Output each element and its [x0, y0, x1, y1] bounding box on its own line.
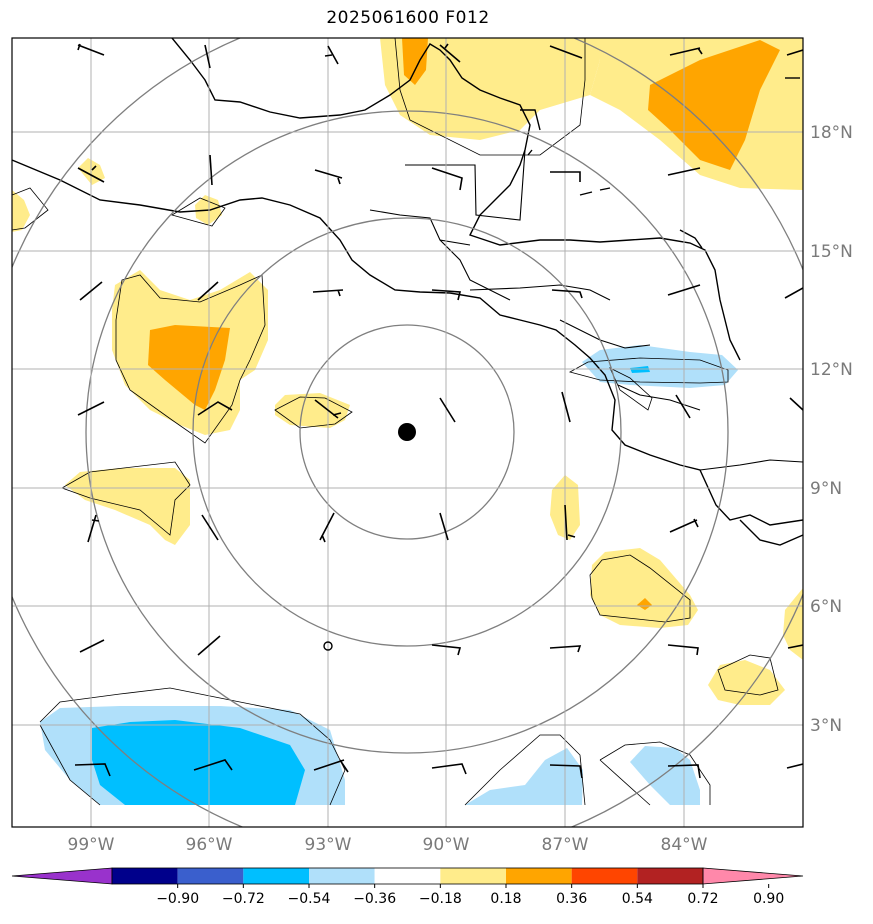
lat-labels: 18°N 15°N 12°N 9°N 6°N 3°N	[810, 123, 853, 736]
field-lightblue-southeast	[630, 746, 700, 805]
range-ring-2	[192, 217, 622, 647]
field-orange-north	[402, 38, 428, 85]
colorbar-tick-label: −0.72	[222, 891, 265, 907]
colorbar-tick-label: −0.54	[288, 891, 331, 907]
colorbar-segment	[506, 868, 572, 884]
lat-label-18: 18°N	[810, 123, 853, 143]
colorbar-extend-high	[702, 867, 804, 885]
field-blue-southwest	[92, 720, 305, 805]
field-yellow-west-edge	[12, 190, 30, 232]
wind-barbs	[74, 43, 803, 779]
colorbar-tick-label: −0.90	[156, 891, 199, 907]
lat-label-3: 3°N	[810, 716, 842, 736]
colorbar-segment	[309, 868, 375, 884]
colorbar-tick-label: −0.36	[353, 891, 396, 907]
colorbar-segment	[243, 868, 309, 884]
field-yellow-southwest	[65, 468, 190, 545]
lon-label-90: 90°W	[423, 835, 470, 855]
lon-label-96: 96°W	[186, 835, 233, 855]
field-yellow-east-edge	[783, 588, 803, 660]
lon-label-87: 87°W	[542, 835, 589, 855]
colorbar-segment	[637, 868, 703, 884]
range-ring-3	[85, 110, 729, 754]
field-yellow-center	[275, 393, 350, 428]
map-frame	[11, 37, 804, 828]
colorbar-tick-label: 0.54	[622, 891, 653, 907]
lon-label-84: 84°W	[661, 835, 708, 855]
field-yellow-north	[380, 38, 600, 140]
colorbar-segment	[571, 868, 638, 884]
gridlines	[12, 38, 803, 827]
lat-label-12: 12°N	[810, 360, 853, 380]
field-orange-northeast	[648, 40, 780, 170]
field-outlines	[12, 38, 779, 806]
field-orange-southeast-dot	[637, 598, 652, 610]
lon-label-99: 99°W	[68, 835, 115, 855]
colorbar-tick-label: 0.18	[490, 891, 521, 907]
coastlines	[12, 38, 803, 546]
storm-center-marker	[398, 423, 416, 441]
lon-labels: 99°W 96°W 93°W 90°W 87°W 84°W	[68, 835, 708, 855]
field-yellow-southeast	[590, 548, 698, 628]
colorbar-tick-label: 0.72	[687, 891, 718, 907]
lat-label-15: 15°N	[810, 242, 853, 262]
range-rings	[12, 38, 803, 827]
colorbar-tick-label: 0.90	[753, 891, 784, 907]
lat-label-6: 6°N	[810, 597, 842, 617]
field-lightblue-south	[465, 748, 583, 805]
range-ring-1	[299, 324, 515, 540]
colorbar-segment	[112, 868, 178, 884]
colorbar-segment	[374, 868, 441, 884]
colorbar-extend-low	[11, 867, 113, 885]
lon-label-93: 93°W	[305, 835, 352, 855]
colorbar-segment	[177, 868, 244, 884]
colorbar-segment	[440, 868, 506, 884]
field-lightblue-east	[582, 345, 738, 388]
map-title: 2025061600 F012	[326, 8, 490, 28]
colorbar-tick-label: 0.36	[556, 891, 587, 907]
lat-label-9: 9°N	[810, 479, 842, 499]
field-yellow-east-small	[708, 660, 785, 705]
colorbar: −0.90 −0.72 −0.54 −0.36 −0.18 0.18 0.36 0.54 0.7…	[11, 867, 804, 907]
colorbar-tick-label: −0.18	[419, 891, 462, 907]
colorbar-frame	[111, 867, 704, 885]
